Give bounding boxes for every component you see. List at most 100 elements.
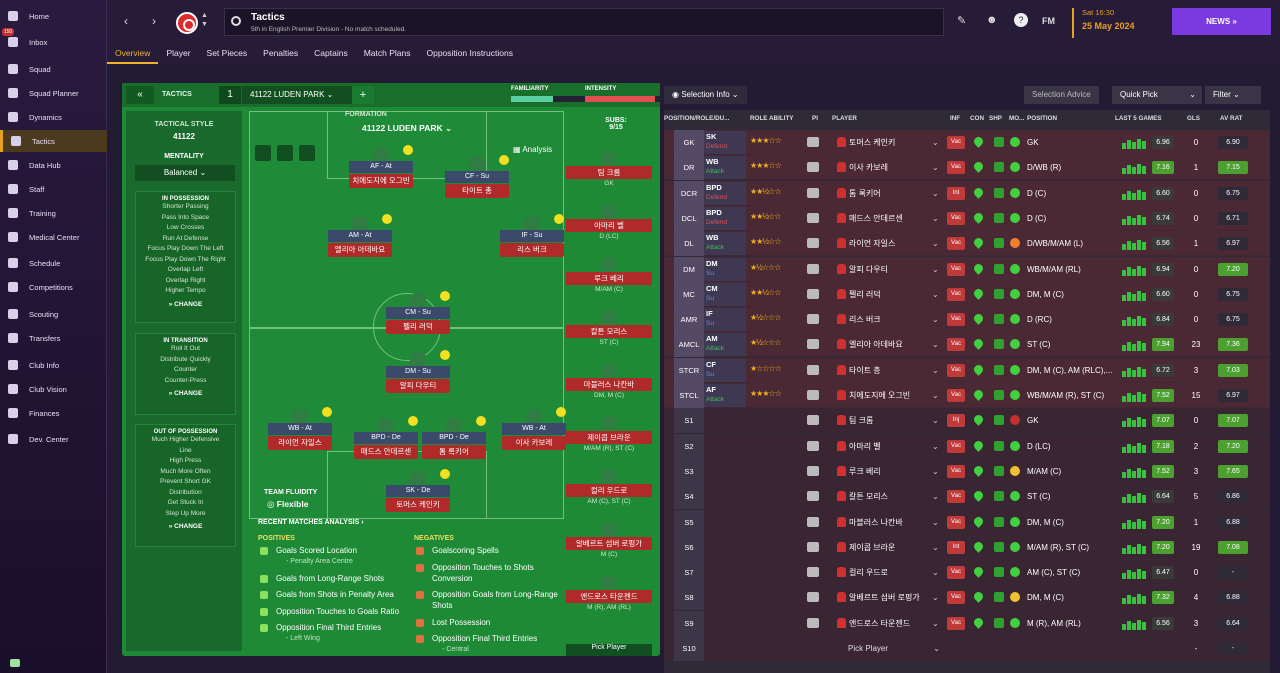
player-role[interactable]: DM - Su — [386, 366, 450, 378]
sidebar-item-scouting[interactable]: Scouting — [0, 303, 107, 325]
player-name[interactable]: 알피 다우티 — [849, 264, 889, 274]
sidebar-item-squad[interactable]: Squad — [0, 58, 107, 80]
player-view-icon[interactable] — [255, 145, 271, 161]
player-role[interactable]: AM - At — [328, 230, 392, 242]
table-row[interactable]: AMR IF Su ★½☆☆☆ 리스 버크 ⌄ Vac D (RC) 6.84 0 6.75 — [664, 307, 1270, 333]
chevron-down-icon[interactable]: ⌄ — [932, 542, 939, 552]
pitch-player[interactable]: AM - At 엘리아 아데바요 — [318, 214, 402, 262]
role-box[interactable] — [704, 131, 746, 154]
table-row[interactable]: AMCL AM Attack ★½☆☆☆ 엘리아 아데바요 ⌄ Vac ST (C) 7.94 2… — [664, 332, 1270, 358]
column-header-8[interactable]: POSITION — [1027, 115, 1058, 122]
in-possession-change-button[interactable]: » CHANGE — [168, 300, 203, 308]
table-row[interactable]: MC CM Su ★★½☆☆ 펠리 러덕 ⌄ Vac DM, M (C) 6.60 0 6.75 — [664, 281, 1270, 307]
face-icon[interactable]: ☻ — [986, 14, 998, 26]
player-instructions-icon[interactable] — [807, 288, 819, 299]
pitch-player[interactable]: IF - Su 리스 버크 — [490, 214, 574, 262]
player-name[interactable]: 라이언 자일스 — [849, 239, 896, 249]
table-row[interactable]: DM DM Su ★½☆☆☆ 알피 다우티 ⌄ Vac WB/M/AM (RL) 6.94 0 7.… — [664, 256, 1270, 282]
chevron-down-icon[interactable]: ⌄ — [932, 264, 939, 274]
player-instructions-icon[interactable] — [807, 516, 819, 527]
player-role[interactable]: BPD - De — [354, 432, 418, 444]
selection-info-button[interactable]: ◉ Selection Info ⌄ — [664, 86, 747, 104]
player-instructions-icon[interactable] — [807, 415, 819, 426]
player-instructions-icon[interactable] — [807, 314, 819, 325]
player-instructions-icon[interactable] — [807, 491, 819, 502]
table-row[interactable]: S2 아마리 벨 ⌄ Vac D (LC) 7.18 2 7.20 — [664, 433, 1270, 459]
chevron-down-icon[interactable]: ⌄ — [932, 618, 939, 628]
player-name[interactable]: 아마리 벨 — [849, 441, 881, 451]
pitch-player[interactable]: CM - Su 펠리 러덕 — [376, 291, 460, 339]
date-display[interactable]: Sat 16:30 25 May 2024 — [1072, 8, 1162, 38]
player-name[interactable]: 팀 크롬 — [849, 416, 874, 426]
player-instructions-icon[interactable] — [807, 440, 819, 451]
table-row[interactable]: GK SK Defend ★★★☆☆ 토머스 케인키 ⌄ Vac GK 6.96 0 6.90 — [664, 130, 1270, 155]
table-row[interactable]: STCR CF Su ★☆☆☆☆ 타이트 총 ⌄ Vac DM, M (C), AM (RLC… — [664, 357, 1270, 383]
chevron-down-icon[interactable]: ⌄ — [932, 138, 939, 147]
formation-dropdown[interactable]: 41122 LUDEN PARK ⌄ — [362, 123, 453, 133]
player-name[interactable]: 루크 베리 — [849, 466, 881, 476]
player-instructions-icon[interactable] — [807, 263, 819, 274]
sub-name[interactable]: 마블러스 나칸바 — [566, 378, 652, 391]
player-name[interactable]: 컬리 우드로 — [849, 568, 889, 578]
tactic-name-dropdown[interactable]: 41122 LUDEN PARK ⌄ — [242, 86, 352, 104]
sub-player[interactable]: 마블러스 나칸바 DM, M (C) — [566, 363, 652, 409]
analysis-button[interactable]: ▦ Analysis — [513, 145, 553, 154]
chevron-down-icon[interactable]: ⌄ — [932, 315, 939, 325]
role-box[interactable] — [704, 308, 746, 332]
pitch-player[interactable]: CF - Su 타이트 총 — [435, 155, 519, 203]
player-instructions-icon[interactable] — [807, 592, 819, 603]
player-name[interactable]: 치에도지에 오그빈 — [349, 174, 413, 188]
sidebar-item-competitions[interactable]: Competitions — [0, 276, 107, 298]
page-title-box[interactable]: Tactics 5th in English Premier Division … — [224, 8, 944, 36]
pitch-player[interactable]: SK - De 토머스 케인키 — [376, 469, 460, 517]
role-box[interactable] — [704, 232, 746, 256]
player-name[interactable]: 이사 카보레 — [849, 163, 889, 173]
role-box[interactable] — [704, 206, 746, 230]
table-row[interactable]: DL WB Attack ★★½☆☆ 라이언 자일스 ⌄ Vac D/WB/M/AM (L) 6… — [664, 231, 1270, 257]
edit-icon[interactable]: ✎ — [957, 15, 967, 27]
player-name[interactable]: 리스 버크 — [500, 243, 564, 257]
tab-set-pieces[interactable]: Set Pieces — [206, 48, 248, 58]
sidebar-item-staff[interactable]: Staff — [0, 178, 107, 200]
pitch-player[interactable]: WB - At 라이언 자일스 — [258, 407, 342, 455]
player-instructions-icon[interactable] — [807, 187, 819, 198]
sidebar-item-dynamics[interactable]: Dynamics — [0, 106, 107, 128]
column-header-4[interactable]: INF — [950, 115, 961, 122]
player-name[interactable]: 펠리 러덕 — [849, 289, 881, 299]
filter-button[interactable]: Filter ⌄ — [1205, 86, 1261, 104]
player-role[interactable]: BPD - De — [422, 432, 486, 444]
player-name[interactable]: 타이트 총 — [445, 184, 509, 198]
chevron-down-icon[interactable]: ⌄ — [932, 391, 939, 400]
player-name[interactable]: 토머스 케인키 — [849, 138, 896, 147]
column-header-11[interactable]: AV RAT — [1220, 115, 1243, 122]
sub-name[interactable]: 칼튼 모리스 — [566, 325, 652, 338]
column-header-3[interactable]: PLAYER — [832, 115, 857, 122]
sub-name[interactable]: 컬리 우드로 — [566, 484, 652, 497]
table-row[interactable]: S7 컬리 우드로 ⌄ Vac AM (C), ST (C) 6.47 0 - — [664, 560, 1270, 586]
table-row[interactable]: S10 - - — [664, 636, 1270, 661]
player-name[interactable]: 이사 카보레 — [502, 436, 566, 450]
sidebar-item-tactics[interactable]: Tactics — [0, 130, 107, 152]
tab-penalties[interactable]: Penalties — [263, 48, 299, 58]
column-header-6[interactable]: SHP — [989, 115, 1002, 122]
mentality-select[interactable]: Balanced ⌄ — [135, 165, 235, 181]
collapse-icon[interactable]: « — [126, 86, 154, 104]
bar-chart-icon[interactable] — [277, 145, 293, 161]
sub-player[interactable]: 컬리 우드로 AM (C), ST (C) — [566, 469, 652, 515]
club-logo-icon[interactable] — [176, 12, 198, 34]
player-role[interactable]: AF - At — [349, 161, 413, 173]
player-name[interactable]: 알베르트 섬버 로펑가 — [849, 593, 920, 603]
player-name[interactable]: 매드스 안데르센 — [849, 213, 903, 223]
player-name[interactable]: 앤드로스 타운젠드 — [849, 618, 911, 628]
chevron-down-icon[interactable]: ⌄ — [932, 289, 939, 299]
tab-opposition-instructions[interactable]: Opposition Instructions — [426, 48, 513, 58]
role-box[interactable] — [704, 384, 746, 407]
player-name[interactable]: 마블러스 나칸바 — [849, 517, 903, 527]
player-name[interactable]: 리스 버크 — [849, 315, 881, 325]
add-tactic-icon[interactable]: + — [352, 86, 374, 104]
player-name[interactable]: 펠리 러덕 — [386, 320, 450, 334]
player-role[interactable]: IF - Su — [500, 230, 564, 242]
sidebar-item-finances[interactable]: Finances — [0, 402, 107, 424]
sub-player[interactable]: 루크 베리 M/AM (C) — [566, 257, 652, 303]
table-row[interactable]: S6 제이콥 브라운 ⌄ Int M/AM (R), ST (C) 7.20 19 7.08 — [664, 534, 1270, 560]
